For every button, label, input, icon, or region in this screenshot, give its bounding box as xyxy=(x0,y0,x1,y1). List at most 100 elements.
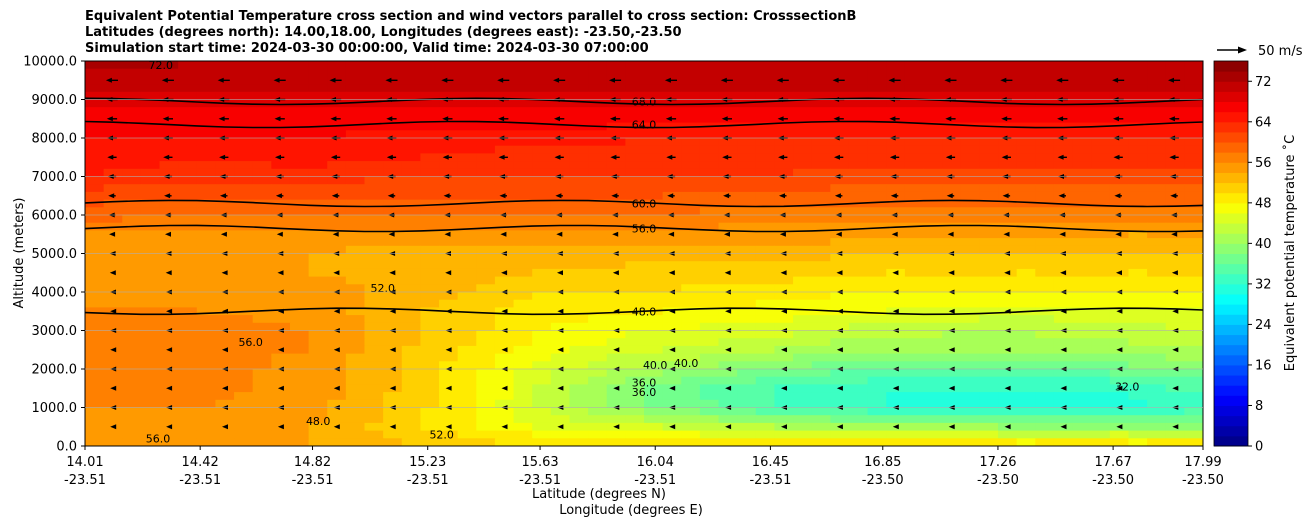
heatmap-cell xyxy=(625,299,645,308)
heatmap-cell xyxy=(383,261,403,270)
heatmap-cell xyxy=(867,222,887,231)
heatmap-cell xyxy=(364,361,384,370)
heatmap-cell xyxy=(960,315,980,324)
heatmap-cell xyxy=(904,76,925,85)
heatmap-cell xyxy=(550,338,571,347)
heatmap-cell xyxy=(364,276,384,285)
heatmap-cell xyxy=(532,369,552,378)
heatmap-cell xyxy=(494,68,515,77)
heatmap-cell xyxy=(774,315,794,324)
heatmap-cell xyxy=(867,168,887,178)
heatmap-cell xyxy=(699,76,720,85)
heatmap-cell xyxy=(886,68,906,77)
contour-label: 52.0 xyxy=(429,428,454,441)
heatmap-cell xyxy=(979,392,999,401)
heatmap-cell xyxy=(420,376,440,385)
heatmap-cell xyxy=(979,415,999,424)
heatmap-cell xyxy=(215,238,235,247)
heatmap-cell xyxy=(383,315,403,324)
colorbar-segment xyxy=(1214,243,1248,254)
heatmap-cell xyxy=(830,315,850,324)
heatmap-cell xyxy=(234,138,254,147)
heatmap-cell xyxy=(737,268,757,278)
heatmap-cell xyxy=(625,161,645,170)
heatmap-cell xyxy=(1109,61,1130,70)
heatmap-cell xyxy=(606,176,626,185)
heatmap-cell xyxy=(308,114,328,124)
heatmap-cell xyxy=(979,114,999,124)
heatmap-cell xyxy=(1035,299,1055,308)
heatmap-cell xyxy=(644,284,664,293)
heatmap-cell xyxy=(737,84,757,93)
heatmap-cell xyxy=(215,161,235,170)
heatmap-cell xyxy=(662,392,682,401)
heatmap-cell xyxy=(103,392,123,401)
heatmap-cell xyxy=(886,99,906,108)
heatmap-cell xyxy=(998,238,1018,247)
wind-vector-head xyxy=(669,308,676,314)
heatmap-cell xyxy=(793,322,813,332)
heatmap-cell xyxy=(942,315,962,324)
wind-vector-head xyxy=(1004,424,1011,430)
heatmap-cell xyxy=(998,84,1018,93)
heatmap-cell xyxy=(811,153,831,162)
heatmap-cell xyxy=(420,122,440,131)
wind-vector-head xyxy=(1060,270,1067,276)
heatmap-cell xyxy=(830,407,850,416)
heatmap-cell xyxy=(476,130,496,139)
heatmap-cell xyxy=(1184,76,1203,85)
heatmap-cell xyxy=(234,114,254,124)
heatmap-cell xyxy=(271,261,291,270)
heatmap-cell xyxy=(457,130,477,139)
heatmap-cell xyxy=(998,168,1018,178)
heatmap-cell xyxy=(234,430,254,439)
wind-vector-head xyxy=(1113,154,1120,160)
heatmap-cell xyxy=(979,322,999,332)
heatmap-cell xyxy=(1091,184,1111,193)
heatmap-cell xyxy=(401,422,421,432)
heatmap-cell xyxy=(1128,353,1148,362)
heatmap-cell xyxy=(532,353,552,362)
heatmap-cell xyxy=(979,99,999,108)
heatmap-cell xyxy=(1035,384,1055,393)
heatmap-cell xyxy=(513,114,533,124)
colorbar-segment xyxy=(1214,121,1248,133)
heatmap-cell xyxy=(513,122,533,131)
heatmap-cell xyxy=(289,276,310,285)
heatmap-cell xyxy=(1053,392,1074,401)
heatmap-cell xyxy=(886,161,906,170)
heatmap-cell xyxy=(252,353,272,362)
heatmap-cell xyxy=(923,184,943,193)
heatmap-cell xyxy=(793,145,813,154)
heatmap-cell xyxy=(681,245,701,255)
heatmap-cell xyxy=(1072,330,1092,339)
heatmap-cell xyxy=(383,184,403,193)
heatmap-cell xyxy=(606,399,626,409)
heatmap-cell xyxy=(550,215,571,224)
heatmap-cell xyxy=(1035,438,1055,446)
heatmap-cell xyxy=(848,376,869,385)
heatmap-cell xyxy=(327,138,347,147)
wind-vector-head xyxy=(389,270,396,276)
heatmap-cell xyxy=(960,91,980,101)
heatmap-cell xyxy=(737,114,757,124)
heatmap-cell xyxy=(364,230,384,239)
wind-vector-head xyxy=(109,270,116,276)
heatmap-cell xyxy=(681,330,701,339)
wind-vector-head xyxy=(725,347,732,353)
heatmap-cell xyxy=(234,91,254,101)
heatmap-cell xyxy=(196,222,217,231)
heatmap-cell xyxy=(867,114,887,124)
wind-vector-head xyxy=(497,77,504,83)
heatmap-cell xyxy=(289,430,310,439)
heatmap-cell xyxy=(1091,422,1111,432)
heatmap-cell xyxy=(644,184,664,193)
heatmap-cell xyxy=(122,138,142,147)
heatmap-cell xyxy=(569,176,589,185)
heatmap-cell xyxy=(122,307,142,316)
heatmap-cell xyxy=(364,122,384,131)
heatmap-cell xyxy=(699,392,720,401)
heatmap-cell xyxy=(998,107,1018,116)
heatmap-cell xyxy=(196,184,217,193)
heatmap-cell xyxy=(774,399,794,409)
